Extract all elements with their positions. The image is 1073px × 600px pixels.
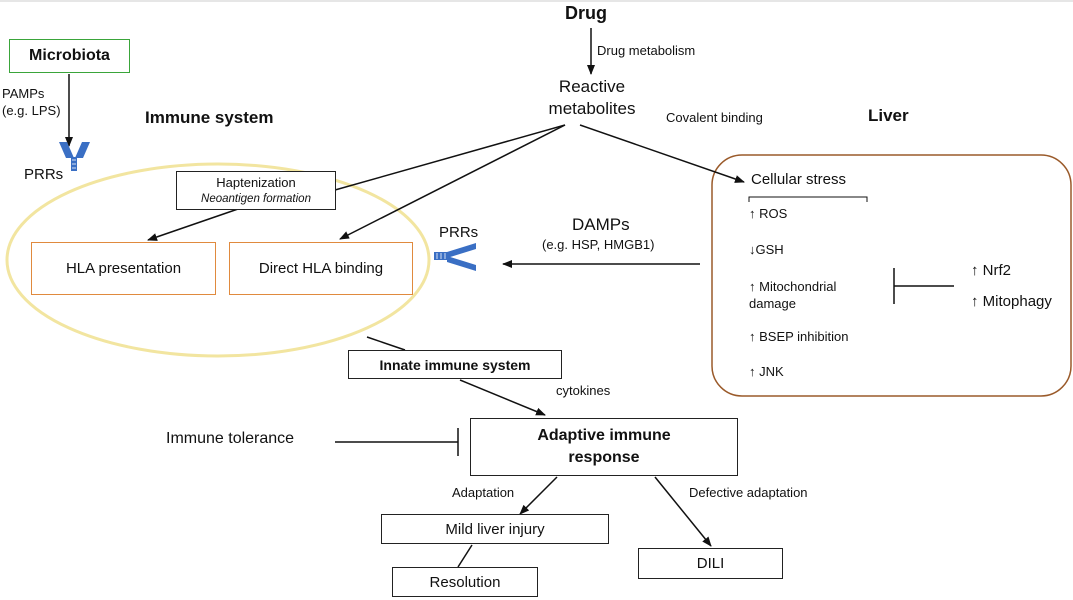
adaptive-immune-response-box: Adaptive immune response [470, 418, 738, 476]
dili-box: DILI [638, 548, 783, 579]
stress-item-mitochondrial: ↑ Mitochondrial damage [749, 278, 836, 312]
hla-presentation-arrow [147, 208, 239, 241]
prrs-mid-label: PRRs [439, 224, 479, 241]
resolution-label: Resolution [429, 573, 501, 591]
stress-item-gsh: ↓GSH [749, 242, 784, 257]
drug-label: Drug [565, 3, 607, 23]
adaptation-label: Adaptation [452, 485, 515, 500]
immune-system-ellipse [5, 162, 431, 358]
stress-item-ros: ↑ ROS [749, 206, 788, 221]
microbiota-label: Microbiota [29, 47, 110, 64]
reactive-metabolites-line1: Reactive [558, 77, 626, 96]
neoantigen-formation-label: Neoantigen formation [201, 192, 311, 205]
haptenization-connector [334, 124, 566, 191]
damps-examples-label: (e.g. HSP, HMGB1) [542, 237, 655, 252]
cytokines-arrow [459, 379, 546, 416]
receptor-icon-mid [434, 243, 476, 271]
innate-immune-system-label: Innate immune system [379, 356, 531, 373]
haptenization-box: Haptenization Neoantigen formation [176, 171, 336, 210]
liver-title: Liver [868, 106, 909, 125]
ellipse-to-innate-line [366, 336, 406, 351]
direct-hla-binding-label: Direct HLA binding [258, 260, 384, 277]
receptor-icon-left [59, 142, 90, 171]
hla-presentation-box: HLA presentation [31, 242, 216, 295]
mitophagy-label: ↑ Mitophagy [971, 293, 1052, 310]
stress-item-bsep: ↑ BSEP inhibition [749, 329, 849, 344]
reactive-metabolites-label: Reactive metabolites [533, 76, 651, 120]
stress-item-jnk: ↑ JNK [749, 364, 784, 379]
haptenization-label: Haptenization [216, 174, 296, 190]
damps-label: DAMPs [572, 215, 630, 234]
cellular-stress-label: Cellular stress [751, 171, 847, 188]
stress-item-mitochondrial-line1: ↑ Mitochondrial [749, 279, 837, 294]
defective-adaptation-label: Defective adaptation [689, 485, 808, 500]
immune-system-title: Immune system [145, 108, 274, 127]
innate-immune-system-box: Innate immune system [348, 350, 562, 379]
immune-tolerance-label: Immune tolerance [166, 430, 295, 447]
defective-adaptation-arrow [654, 476, 712, 547]
cytokines-label: cytokines [556, 383, 611, 398]
dili-label: DILI [696, 555, 725, 572]
adaptive-line2: response [568, 449, 640, 466]
mild-liver-injury-box: Mild liver injury [381, 514, 609, 544]
stress-item-mitochondrial-line2: damage [749, 296, 796, 311]
adaptation-arrow [519, 476, 558, 515]
pamps-label: PAMPs (e.g. LPS) [2, 85, 61, 119]
cellular-stress-bracket [748, 196, 868, 202]
direct-hla-binding-box: Direct HLA binding [229, 242, 413, 295]
reactive-metabolites-line2: metabolites [548, 99, 636, 118]
pamps-line2: (e.g. LPS) [2, 103, 61, 118]
nrf2-label: ↑ Nrf2 [971, 262, 1012, 279]
covalent-binding-label: Covalent binding [666, 110, 763, 125]
adaptive-line1: Adaptive immune [537, 427, 671, 444]
drug-metabolism-label: Drug metabolism [597, 43, 696, 58]
covalent-binding-arrow [579, 124, 745, 183]
hla-presentation-label: HLA presentation [65, 260, 182, 277]
mild-liver-injury-label: Mild liver injury [445, 520, 545, 538]
pamps-line1: PAMPs [2, 86, 45, 101]
liver-box [711, 154, 1072, 397]
prrs-left-label: PRRs [24, 166, 64, 183]
direct-binding-arrow [339, 124, 566, 240]
resolution-connector [457, 544, 473, 568]
microbiota-box: Microbiota [9, 39, 130, 73]
resolution-box: Resolution [392, 567, 538, 597]
